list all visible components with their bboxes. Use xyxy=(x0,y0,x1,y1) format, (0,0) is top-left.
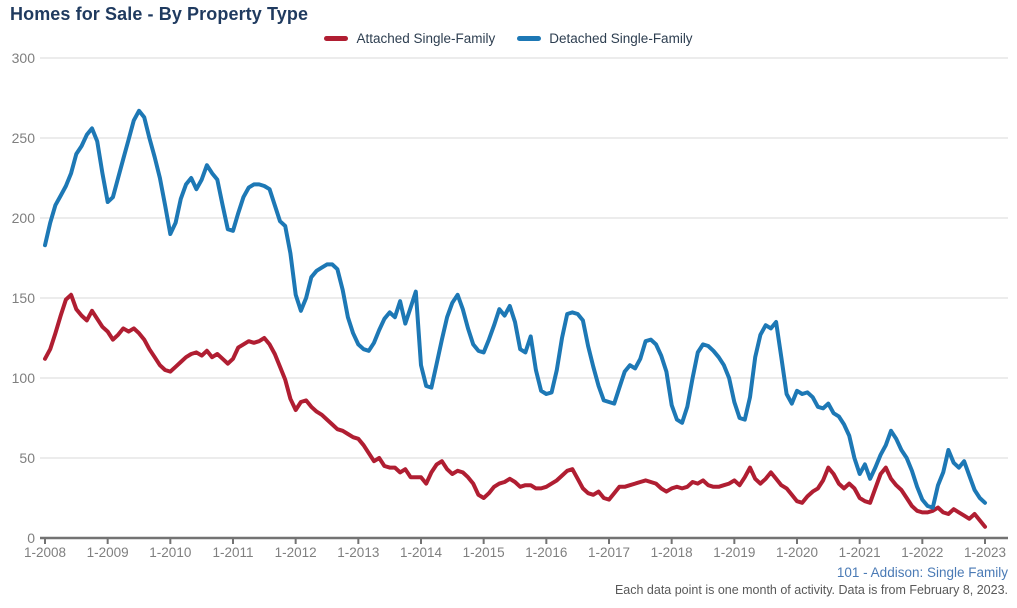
x-axis-label: 1-2017 xyxy=(588,545,630,560)
series-line-attached xyxy=(43,292,987,529)
x-axis-label: 1-2016 xyxy=(525,545,567,560)
series-line-detached xyxy=(43,108,987,510)
y-axis-label: 50 xyxy=(19,450,35,466)
y-axis-label: 150 xyxy=(12,290,36,306)
legend-item-detached: Detached Single-Family xyxy=(517,31,693,46)
x-axis-label: 1-2013 xyxy=(337,545,379,560)
x-axis-label: 1-2021 xyxy=(839,545,881,560)
x-axis-label: 1-2020 xyxy=(776,545,818,560)
x-axis-label: 1-2014 xyxy=(400,545,443,560)
x-axis-label: 1-2023 xyxy=(964,545,1006,560)
chart-title: Homes for Sale - By Property Type xyxy=(10,4,309,24)
x-axis-label: 1-2019 xyxy=(713,545,755,560)
y-axis-label: 300 xyxy=(12,50,36,66)
legend: Attached Single-Family Detached Single-F… xyxy=(0,31,1017,46)
x-axis-label: 1-2012 xyxy=(275,545,317,560)
legend-swatch-attached xyxy=(324,36,349,41)
y-axis-label: 100 xyxy=(12,370,36,386)
x-axis-label: 1-2022 xyxy=(901,545,943,560)
x-axis-label: 1-2009 xyxy=(87,545,129,560)
footnote-link[interactable]: 101 - Addison: Single Family xyxy=(836,565,1008,580)
x-axis-label: 1-2008 xyxy=(24,545,66,560)
y-axis-label: 250 xyxy=(12,130,36,146)
x-axis-label: 1-2018 xyxy=(651,545,693,560)
y-axis-label: 200 xyxy=(12,210,36,226)
legend-swatch-detached xyxy=(517,36,542,41)
x-axis-label: 1-2011 xyxy=(212,545,253,560)
y-axis-label: 0 xyxy=(27,530,35,546)
legend-label-attached: Attached Single-Family xyxy=(356,31,496,46)
x-axis-label: 1-2015 xyxy=(463,545,505,560)
legend-item-attached: Attached Single-Family xyxy=(324,31,495,46)
x-axis-label: 1-2010 xyxy=(149,545,191,560)
footnote-text: Each data point is one month of activity… xyxy=(614,583,1008,597)
legend-label-detached: Detached Single-Family xyxy=(549,31,693,46)
